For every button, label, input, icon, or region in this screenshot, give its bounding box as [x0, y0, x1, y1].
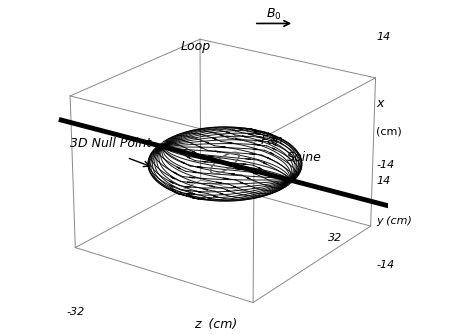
- Text: 14: 14: [376, 32, 391, 42]
- Text: (cm): (cm): [376, 126, 402, 136]
- Text: -14: -14: [376, 159, 394, 170]
- Text: $B_0$: $B_0$: [265, 7, 281, 22]
- Text: -14: -14: [376, 260, 394, 270]
- Text: Loop: Loop: [180, 40, 210, 53]
- Text: 32: 32: [328, 233, 342, 243]
- Text: 14: 14: [376, 176, 391, 186]
- Text: -32: -32: [66, 307, 84, 317]
- Text: x: x: [376, 97, 383, 110]
- Text: z  (cm): z (cm): [193, 318, 237, 331]
- Text: y (cm): y (cm): [376, 216, 412, 226]
- Text: Fan: Fan: [261, 134, 283, 147]
- Text: Spine: Spine: [287, 151, 322, 164]
- Text: 3D Null Point: 3D Null Point: [70, 137, 151, 150]
